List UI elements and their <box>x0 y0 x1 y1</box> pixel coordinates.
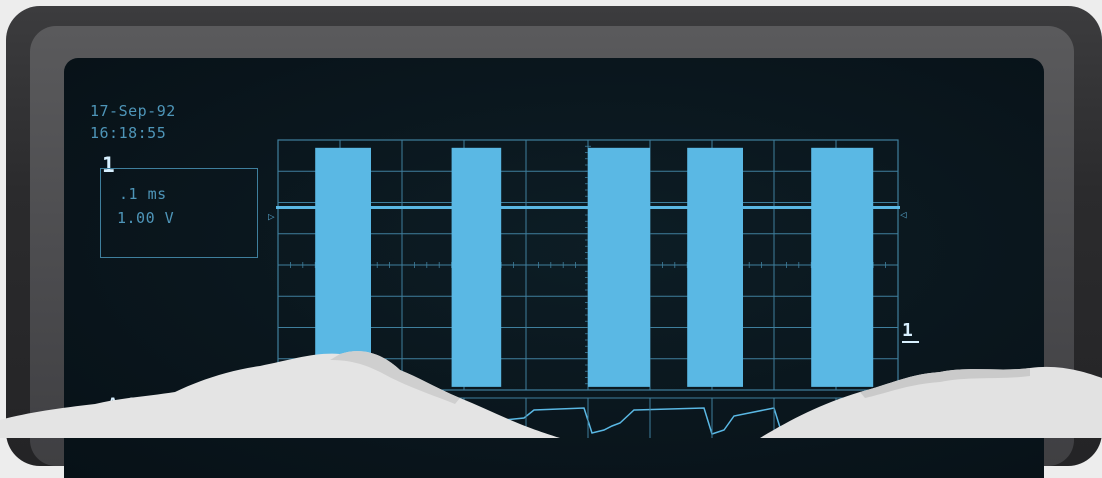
burst-2 <box>451 147 502 387</box>
torn-paper-overlay <box>330 351 1102 438</box>
burst-5 <box>811 147 874 387</box>
burst-3 <box>588 147 650 387</box>
date-readout: 17-Sep-92 <box>90 102 176 120</box>
burst-4 <box>687 147 743 387</box>
lower-trace-line <box>483 407 783 435</box>
right-trigger-marker-icon: ◁ <box>900 208 907 221</box>
channel-settings-box: .1 ms 1.00 V <box>100 168 258 258</box>
channel-indicator: 1 <box>102 153 115 177</box>
channel-1-marker: 1 <box>902 320 919 343</box>
waveform-trace <box>276 147 900 387</box>
timebase-readout: .1 ms <box>119 185 167 203</box>
time-readout: 16:18:55 <box>90 124 167 142</box>
left-trigger-marker-icon: ▷ <box>268 210 275 223</box>
waveform-display <box>276 139 900 438</box>
volts-per-div-readout: 1.00 V <box>117 209 175 227</box>
burst-1 <box>315 147 371 387</box>
